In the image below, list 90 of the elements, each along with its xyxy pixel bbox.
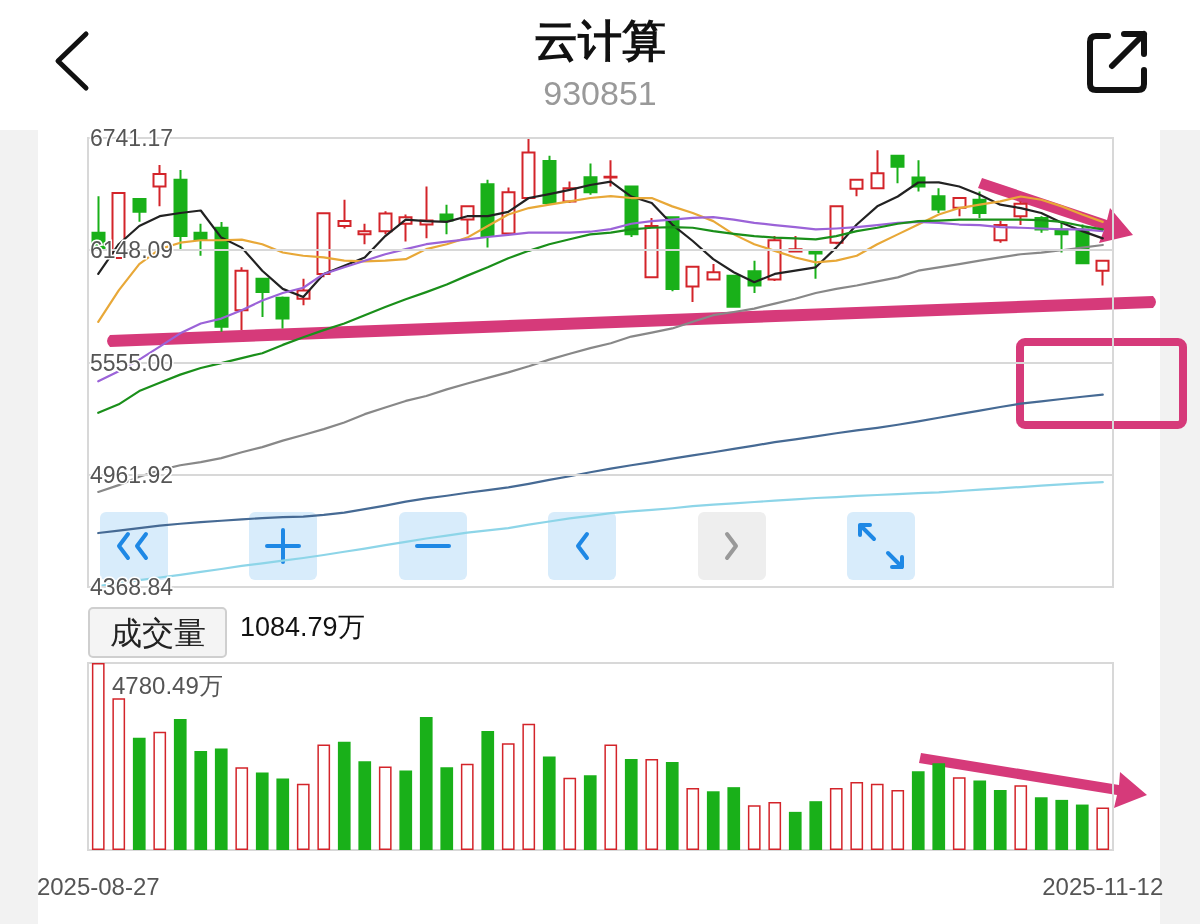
annotation: 4780.49万 xyxy=(112,671,223,699)
candlestick xyxy=(152,164,167,208)
bar xyxy=(235,767,249,850)
candlestick xyxy=(808,249,823,280)
bar xyxy=(91,663,105,850)
bar xyxy=(973,780,987,850)
bar xyxy=(1096,807,1110,850)
bar xyxy=(440,767,454,850)
bar xyxy=(296,783,310,850)
bar xyxy=(522,723,536,850)
candlestick xyxy=(1095,259,1110,287)
candlestick xyxy=(419,185,434,240)
bar xyxy=(727,787,741,850)
candlestick xyxy=(644,216,659,279)
bar xyxy=(276,778,290,850)
bar xyxy=(911,771,925,850)
candlestick xyxy=(685,265,700,303)
bar xyxy=(481,731,495,850)
candlestick xyxy=(665,216,680,293)
candlestick xyxy=(706,263,721,282)
candlestick xyxy=(234,266,249,331)
chart-subtitle: 930851 xyxy=(542,74,658,113)
candlestick xyxy=(603,159,618,188)
candlestick xyxy=(378,210,393,236)
candlestick xyxy=(849,178,864,198)
bar xyxy=(419,717,433,850)
bar xyxy=(132,737,146,850)
bar xyxy=(932,763,946,850)
y-tick-label: 4961.92 xyxy=(90,461,174,488)
bar xyxy=(747,805,761,850)
bar xyxy=(645,759,659,850)
bar xyxy=(378,766,392,850)
candlestick xyxy=(173,169,188,251)
candlestick xyxy=(316,212,331,279)
bar xyxy=(317,744,331,850)
bar xyxy=(1055,799,1069,850)
y-tick-label: 6741.17 xyxy=(90,125,174,151)
candlestick xyxy=(255,277,270,318)
candlestick xyxy=(214,220,229,333)
bar xyxy=(563,777,577,850)
bar xyxy=(706,791,720,850)
candlestick xyxy=(870,149,885,190)
bar xyxy=(952,777,966,850)
bar xyxy=(194,751,208,850)
candlestick xyxy=(521,137,536,200)
bar xyxy=(686,787,700,850)
bar xyxy=(604,744,618,850)
bar xyxy=(1075,804,1089,850)
bar xyxy=(173,719,187,850)
text: 成交量 xyxy=(109,614,206,651)
candlestick xyxy=(480,178,495,249)
y-tick-label: 4368.84 xyxy=(90,574,174,600)
x-tick-label: 2025-08-27 xyxy=(36,872,160,900)
bar xyxy=(993,789,1007,850)
bar xyxy=(153,731,167,850)
candlestick xyxy=(357,222,372,246)
bar xyxy=(214,748,228,850)
bar xyxy=(337,741,351,850)
bar xyxy=(460,763,474,850)
bar xyxy=(624,759,638,850)
bar xyxy=(768,801,782,850)
bar xyxy=(891,789,905,850)
bar xyxy=(665,761,679,850)
candlestick xyxy=(275,295,290,330)
candlestick xyxy=(726,274,741,308)
bar xyxy=(358,761,372,850)
x-tick-label: 2025-11-12 xyxy=(1042,872,1164,900)
bar xyxy=(399,770,413,850)
candlestick xyxy=(542,154,557,204)
candlestick xyxy=(193,222,208,257)
bar xyxy=(1034,797,1048,850)
chart-title: 云计算 xyxy=(533,15,667,67)
bar xyxy=(1014,785,1028,850)
bar xyxy=(501,743,515,850)
candlestick xyxy=(931,187,946,214)
bar xyxy=(583,775,597,850)
bar xyxy=(870,783,884,850)
bar xyxy=(809,801,823,850)
bar xyxy=(542,756,556,850)
bar xyxy=(829,787,843,850)
candlestick xyxy=(132,197,147,223)
candlestick xyxy=(337,198,352,230)
candlestick xyxy=(890,154,905,185)
bar xyxy=(788,811,802,850)
y-tick-label: 5555.00 xyxy=(90,349,174,376)
bar xyxy=(112,698,126,850)
text: 1084.79万 xyxy=(240,612,365,642)
candlestick xyxy=(439,203,454,236)
bar xyxy=(255,772,269,850)
bar xyxy=(850,781,864,850)
